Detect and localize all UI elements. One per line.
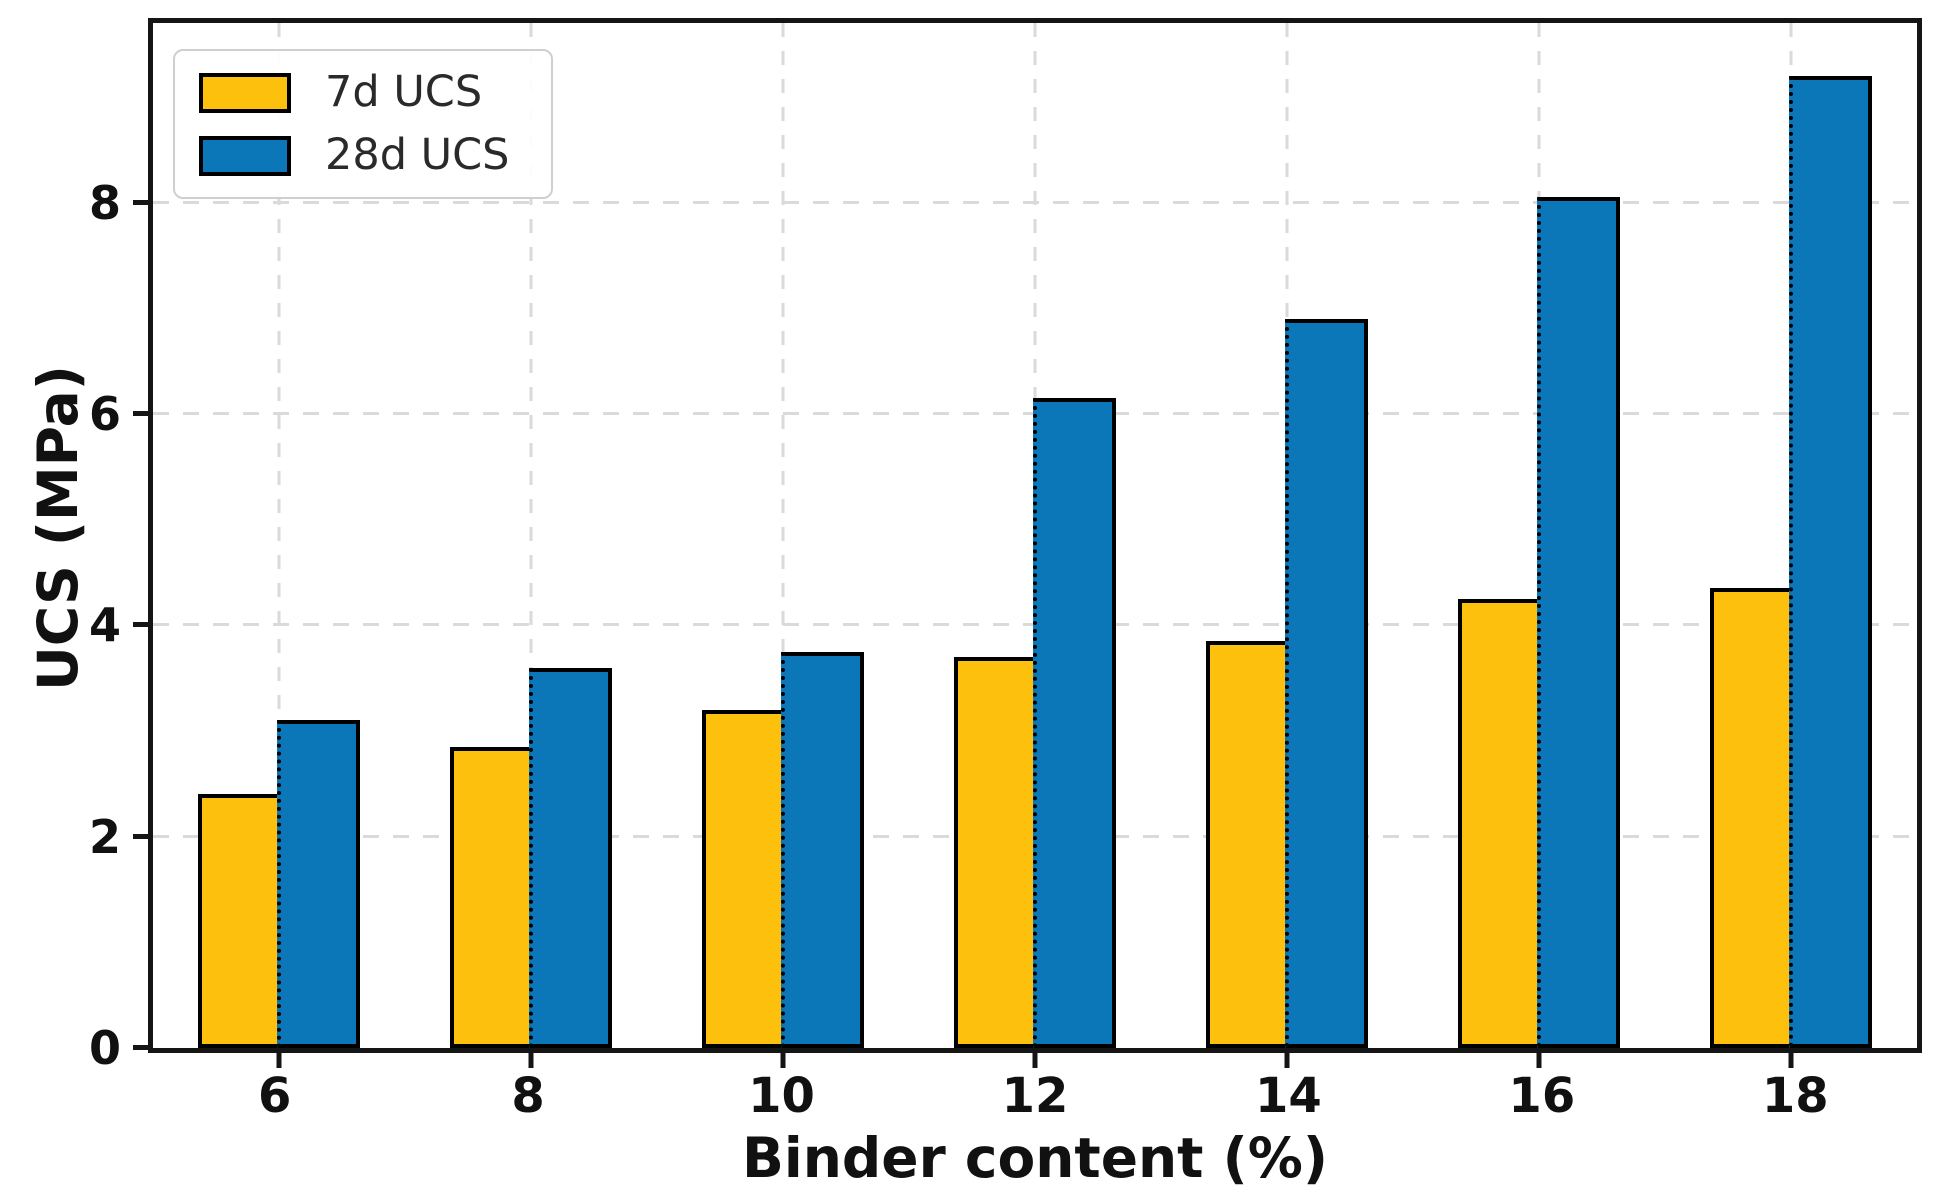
x-tick-label-8: 8 [511, 1068, 545, 1124]
bar-group-12 [909, 23, 1161, 1068]
x-tick-label-10: 10 [748, 1068, 815, 1124]
legend-label: 7d UCS [325, 67, 483, 117]
legend: 7d UCS 28d UCS [173, 49, 554, 199]
x-axis-tick [1032, 1053, 1038, 1068]
bar-group-8 [405, 23, 657, 1068]
bar-28d-ucs-binder-8 [529, 667, 613, 1048]
x-tick-label-18: 18 [1761, 1068, 1829, 1124]
x-tick-label-16: 16 [1508, 1068, 1576, 1124]
y-axis-tick [133, 833, 148, 839]
x-tick-label-14: 14 [1255, 1068, 1322, 1124]
bar-28d-ucs-binder-14 [1285, 318, 1369, 1048]
y-tick-label: 0 [88, 1021, 121, 1075]
x-axis-title: Binder content (%) [742, 1126, 1328, 1190]
bar-7d-ucs-binder-14 [1205, 641, 1289, 1048]
y-axis-tick [133, 622, 148, 628]
y-tick-label: 4 [88, 598, 121, 653]
bar-28d-ucs-binder-6 [277, 720, 361, 1048]
y-tick-label: 6 [88, 386, 121, 441]
bar-28d-ucs-binder-12 [1033, 398, 1117, 1048]
bar-group-16 [1413, 23, 1665, 1068]
bar-7d-ucs-binder-18 [1709, 588, 1793, 1048]
bar-group-10 [657, 23, 909, 1068]
y-axis-tick [133, 199, 148, 205]
bar-7d-ucs-binder-8 [449, 746, 533, 1048]
y-axis-tick [133, 410, 148, 416]
x-axis-tick [528, 1053, 534, 1068]
bar-7d-ucs-binder-6 [197, 794, 281, 1048]
gridline-vertical [277, 23, 281, 1048]
bar-7d-ucs-binder-10 [701, 709, 785, 1048]
x-axis-tick [1284, 1053, 1290, 1068]
gridline-vertical [529, 23, 533, 1048]
bar-groups [153, 23, 1917, 1068]
y-tick-label: 8 [88, 175, 121, 230]
bar-28d-ucs-binder-18 [1789, 75, 1873, 1048]
x-axis-tick [1788, 1053, 1794, 1068]
x-axis-tick [276, 1053, 282, 1068]
bar-group-14 [1161, 23, 1413, 1068]
x-tick-label-6: 6 [258, 1068, 292, 1124]
bar-group-6 [153, 23, 405, 1068]
legend-entry-28d-ucs: 28d UCS [199, 134, 509, 177]
x-axis-tick [780, 1053, 786, 1068]
legend-label: 28d UCS [325, 130, 510, 180]
x-tick-label-12: 12 [1001, 1068, 1069, 1124]
bar-28d-ucs-binder-10 [781, 651, 865, 1048]
gridline-vertical [781, 23, 785, 1048]
y-tick-label: 2 [88, 809, 121, 864]
legend-entry-7d-ucs: 7d UCS [199, 71, 509, 114]
bar-group-18 [1665, 23, 1917, 1068]
x-axis-tick [1536, 1053, 1542, 1068]
y-axis-tick [133, 1045, 148, 1050]
bar-7d-ucs-binder-16 [1457, 598, 1541, 1048]
bar-7d-ucs-binder-12 [953, 657, 1037, 1048]
y-axis-title: UCS (MPa) [26, 365, 90, 691]
x-tick-labels: 6 8 10 12 14 16 18 [148, 1068, 1922, 1124]
bar-28d-ucs-binder-16 [1537, 197, 1621, 1048]
legend-swatch [199, 72, 291, 113]
legend-swatch [199, 135, 291, 176]
